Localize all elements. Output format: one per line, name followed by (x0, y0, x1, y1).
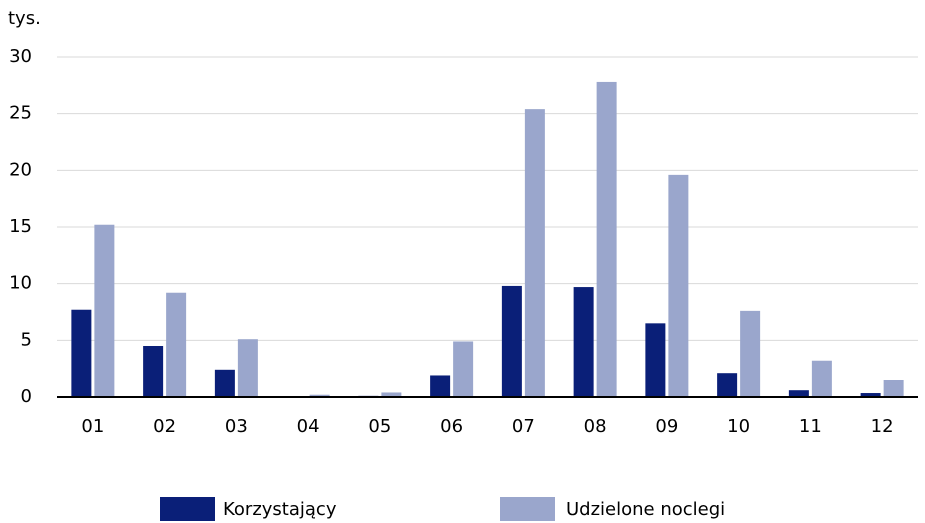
x-tick-label: 12 (871, 416, 894, 437)
bar (645, 323, 666, 397)
x-tick-label: 01 (81, 416, 104, 437)
legend-swatch (500, 497, 555, 521)
legend-label: Udzielone noclegi (566, 499, 725, 520)
x-tick-label: 10 (727, 416, 750, 437)
bar (237, 339, 258, 397)
bar (740, 310, 761, 397)
y-tick-label: 0 (21, 386, 32, 407)
y-tick-label: 5 (21, 329, 32, 350)
y-tick-label: 30 (9, 46, 32, 67)
bar (309, 394, 330, 397)
bar (811, 360, 832, 397)
bar (453, 341, 474, 397)
x-tick-label: 05 (368, 416, 391, 437)
bar (573, 287, 594, 397)
legend-label: Korzystający (223, 499, 337, 520)
y-tick-label: 25 (9, 103, 32, 124)
x-tick-label: 04 (297, 416, 320, 437)
bar (94, 224, 115, 397)
x-tick-label: 07 (512, 416, 535, 437)
y-tick-label: 10 (9, 273, 32, 294)
bar (596, 81, 617, 397)
bar (501, 285, 522, 397)
y-axis-label: tys. (8, 8, 41, 29)
bar (71, 309, 92, 397)
x-tick-label: 08 (584, 416, 607, 437)
bar (883, 380, 904, 397)
y-tick-label: 20 (9, 159, 32, 180)
bar (717, 373, 738, 397)
legend-swatch (160, 497, 215, 521)
bar (668, 174, 689, 397)
bar (788, 390, 809, 397)
y-tick-label: 15 (9, 216, 32, 237)
x-tick-label: 06 (440, 416, 463, 437)
x-tick-label: 02 (153, 416, 176, 437)
bar (430, 375, 451, 397)
x-tick-label: 11 (799, 416, 822, 437)
x-tick-label: 09 (655, 416, 678, 437)
x-tick-label: 03 (225, 416, 248, 437)
bar (860, 393, 881, 397)
bar (524, 109, 545, 397)
bar (143, 346, 164, 397)
bar (166, 292, 187, 397)
bar (214, 369, 235, 397)
bar (381, 392, 402, 397)
